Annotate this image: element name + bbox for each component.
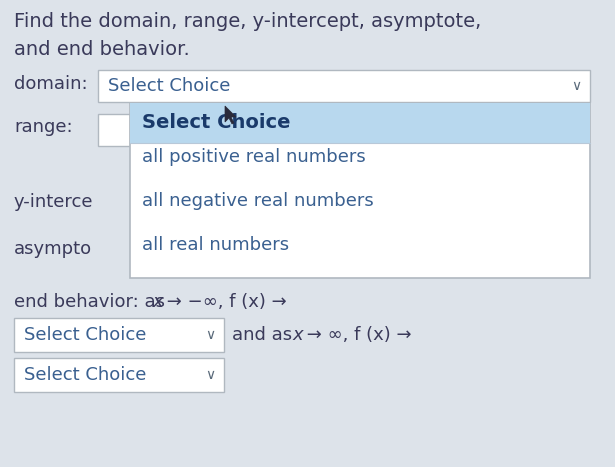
Text: Select Choice: Select Choice (24, 326, 146, 344)
Text: → ∞, f (x) →: → ∞, f (x) → (301, 326, 411, 344)
Text: ∨: ∨ (205, 328, 215, 342)
Text: and as: and as (232, 326, 298, 344)
Text: and end behavior.: and end behavior. (14, 40, 190, 59)
Text: ∨: ∨ (571, 79, 581, 93)
Bar (98, 114, 130, 146)
Text: range:: range: (14, 118, 73, 136)
Text: ∨: ∨ (205, 368, 215, 382)
Text: → −∞, f (x) →: → −∞, f (x) → (161, 293, 287, 311)
Bar (14, 358, 224, 392)
Bar (98, 70, 590, 102)
Text: all negative real numbers: all negative real numbers (142, 192, 374, 210)
Text: end behavior: as: end behavior: as (14, 293, 171, 311)
Text: all positive real numbers: all positive real numbers (142, 148, 366, 166)
Bar (14, 318, 224, 352)
Text: Select Choice: Select Choice (142, 113, 290, 133)
Text: x: x (292, 326, 303, 344)
Bar (130, 103, 590, 143)
Text: asympto: asympto (14, 240, 92, 258)
Text: x: x (152, 293, 162, 311)
Text: Find the domain, range, y-intercept, asymptote,: Find the domain, range, y-intercept, asy… (14, 12, 482, 31)
Text: y-interce: y-interce (14, 193, 93, 211)
Text: Select Choice: Select Choice (24, 366, 146, 384)
Bar (130, 103, 590, 278)
Text: all real numbers: all real numbers (142, 236, 289, 254)
Polygon shape (225, 106, 236, 124)
Text: domain:: domain: (14, 75, 87, 93)
Text: Select Choice: Select Choice (108, 77, 231, 95)
